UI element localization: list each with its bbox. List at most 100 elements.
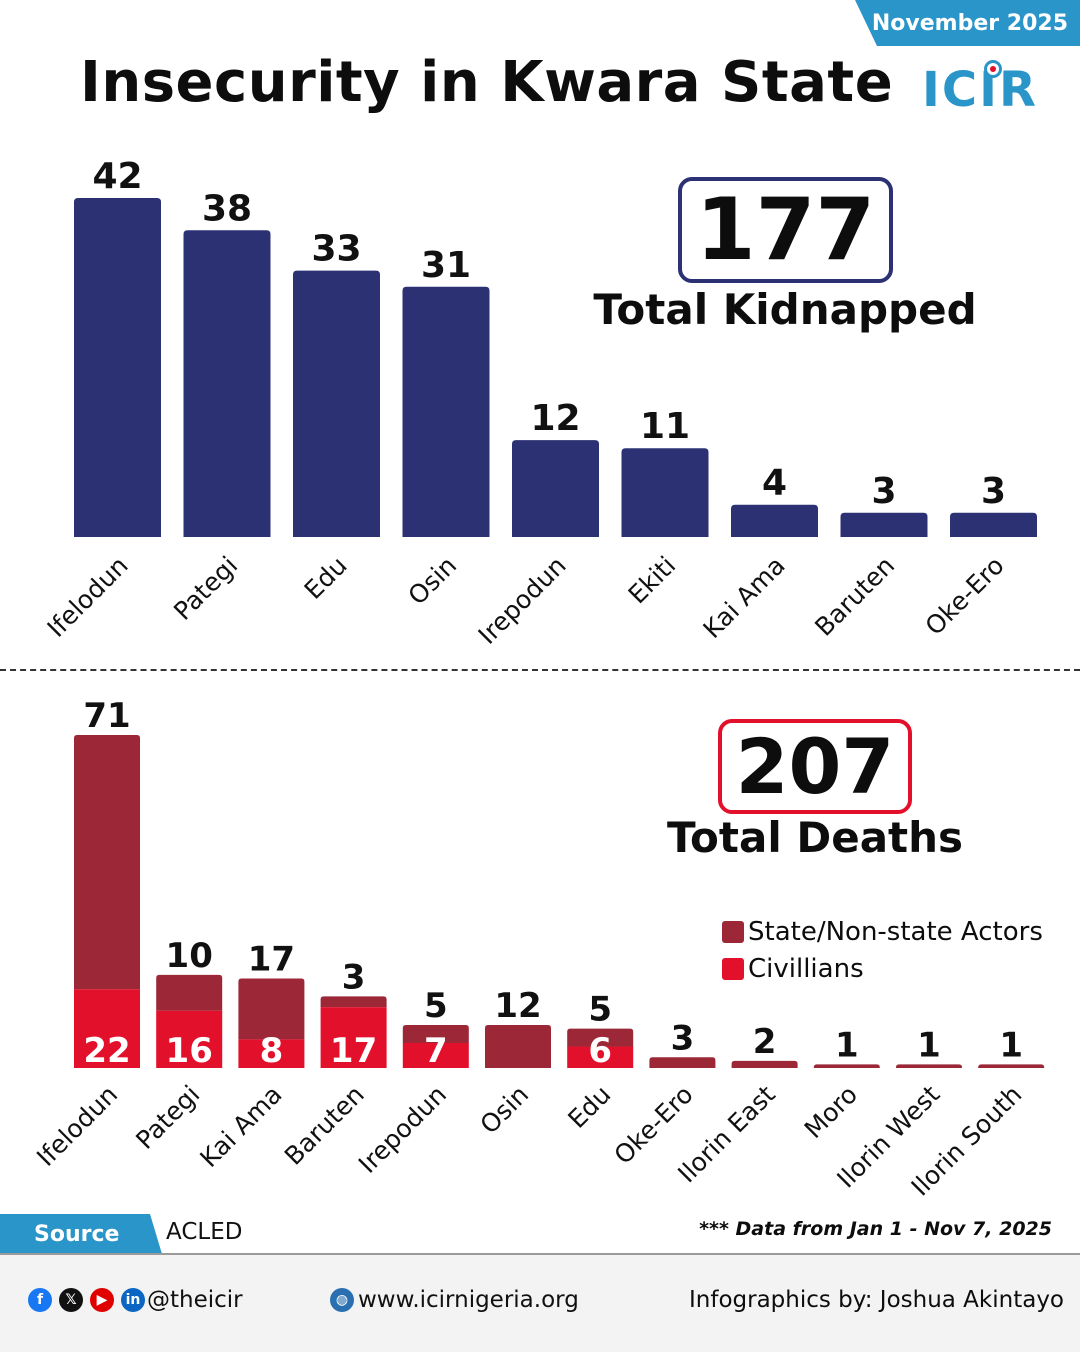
- source-tag: Source: [0, 1214, 162, 1254]
- kidnapped-total-box: 177: [678, 177, 893, 283]
- bar-osin: [402, 286, 490, 537]
- bar-civilians-irepodun: [402, 1042, 469, 1068]
- civilians-value-edu: 6: [588, 1031, 612, 1071]
- page-title: Insecurity in Kwara State: [80, 50, 894, 115]
- value-label-oke-ero: 3: [981, 471, 1006, 512]
- actors-value-ilorin-west: 1: [917, 1025, 941, 1065]
- bar-actors-osin: [485, 1025, 551, 1068]
- value-label-baruten: 3: [871, 471, 896, 512]
- kidnapped-total-label: Total Kidnapped: [593, 285, 977, 334]
- legend-item-state-actors: State/Non-state Actors: [722, 913, 1043, 950]
- bar-actors-ilorin-west: [896, 1064, 962, 1068]
- value-label-irepodun: 12: [530, 398, 580, 439]
- civilians-value-kai-ama: 8: [260, 1031, 284, 1071]
- icir-logo: ICIR: [922, 62, 1038, 118]
- footer-bar: [0, 1253, 1080, 1352]
- actors-value-oke-ero: 3: [671, 1018, 695, 1058]
- actors-value-moro: 1: [835, 1025, 859, 1065]
- category-label-baruten: Baruten: [809, 551, 900, 642]
- actors-value-ilorin-east: 2: [753, 1022, 777, 1062]
- bar-civilians-kai-ama: [238, 1039, 305, 1068]
- actors-value-baruten: 3: [342, 957, 366, 997]
- social-handle[interactable]: @theicir: [147, 1287, 243, 1313]
- facebook-icon[interactable]: f: [28, 1288, 52, 1312]
- category-label-irepodun: Irepodun: [473, 551, 572, 650]
- actors-value-irepodun: 5: [424, 986, 448, 1026]
- legend-swatch-red: [722, 957, 744, 980]
- actors-value-ifelodun: 71: [83, 696, 130, 736]
- bar-actors-moro: [813, 1064, 880, 1068]
- bar-actors-kai-ama: [238, 978, 305, 1040]
- category-label-ifelodun: Ifelodun: [31, 1080, 123, 1172]
- civilians-value-ifelodun: 22: [83, 1031, 130, 1071]
- linkedin-icon[interactable]: in: [121, 1288, 145, 1312]
- bar-baruten: [840, 512, 928, 537]
- section-divider: [0, 669, 1080, 671]
- legend-label-civilians: Civillians: [748, 953, 864, 984]
- x-icon[interactable]: 𝕏: [59, 1288, 83, 1312]
- bar-kai-ama: [731, 504, 818, 537]
- website-link[interactable]: ◍ www.icirnigeria.org: [330, 1287, 579, 1313]
- value-label-ekiti: 11: [640, 406, 690, 447]
- deaths-total-label: Total Deaths: [666, 813, 964, 862]
- value-label-edu: 33: [311, 229, 361, 270]
- value-label-pategi: 38: [202, 188, 252, 229]
- date-tag: November 2025: [855, 0, 1080, 46]
- category-label-pategi: Pategi: [168, 551, 243, 626]
- category-label-ifelodun: Ifelodun: [42, 551, 134, 643]
- deaths-total-box: 207: [718, 719, 912, 814]
- bar-actors-edu: [567, 1028, 634, 1047]
- category-label-kai-ama: Kai Ama: [697, 551, 790, 644]
- bar-civilians-pategi: [156, 1010, 223, 1068]
- bar-ifelodun: [74, 198, 161, 537]
- data-range-note: *** Data from Jan 1 - Nov 7, 2025: [699, 1218, 1052, 1240]
- bar-oke-ero: [950, 512, 1037, 537]
- deaths-legend: State/Non-state Actors Civillians: [722, 913, 1043, 987]
- bar-civilians-edu: [567, 1046, 634, 1068]
- youtube-icon[interactable]: ▶: [90, 1288, 114, 1312]
- bar-pategi: [183, 230, 271, 538]
- bar-actors-irepodun: [402, 1025, 469, 1043]
- value-label-kai-ama: 4: [762, 463, 787, 504]
- bar-actors-ilorin-east: [731, 1060, 798, 1068]
- kidnapped-chart: 42Ifelodun38Pategi33Edu31Osin12Irepodun1…: [42, 156, 1037, 650]
- category-label-ekiti: Ekiti: [623, 551, 682, 610]
- bar-edu: [293, 270, 380, 537]
- category-label-pategi: Pategi: [130, 1080, 205, 1155]
- actors-value-kai-ama: 17: [248, 940, 295, 980]
- bar-civilians-baruten: [320, 1007, 387, 1068]
- legend-label-state-actors: State/Non-state Actors: [748, 916, 1043, 947]
- category-label-edu: Edu: [299, 551, 353, 605]
- civilians-value-pategi: 16: [166, 1031, 213, 1071]
- bar-civilians-ifelodun: [74, 989, 140, 1068]
- infographic-credit: Infographics by: Joshua Akintayo: [689, 1287, 1064, 1313]
- category-label-osin: Osin: [402, 551, 462, 611]
- actors-value-osin: 12: [494, 986, 541, 1026]
- website-url[interactable]: www.icirnigeria.org: [358, 1287, 579, 1313]
- kidnapped-total-value: 177: [695, 180, 876, 280]
- social-links: f 𝕏 ▶ in @theicir: [28, 1287, 243, 1313]
- legend-swatch-maroon: [722, 920, 744, 943]
- actors-value-pategi: 10: [166, 936, 213, 976]
- category-label-edu: Edu: [562, 1080, 616, 1134]
- category-label-osin: Osin: [474, 1080, 534, 1140]
- bar-actors-baruten: [320, 996, 387, 1008]
- bar-irepodun: [512, 440, 599, 537]
- legend-item-civilians: Civillians: [722, 950, 1043, 987]
- bar-actors-ifelodun: [74, 735, 140, 990]
- value-label-ifelodun: 42: [92, 156, 142, 197]
- logo-globe-icon: [984, 60, 1002, 78]
- category-label-kai-ama: Kai Ama: [194, 1080, 287, 1173]
- globe-icon: ◍: [330, 1288, 354, 1312]
- source-value: ACLED: [166, 1219, 243, 1245]
- civilians-value-irepodun: 7: [424, 1031, 448, 1071]
- civilians-value-baruten: 17: [330, 1031, 377, 1071]
- bar-actors-ilorin-south: [978, 1064, 1045, 1068]
- category-label-moro: Moro: [799, 1080, 863, 1144]
- actors-value-ilorin-south: 1: [999, 1025, 1023, 1065]
- value-label-osin: 31: [421, 245, 471, 286]
- bar-ekiti: [621, 448, 709, 537]
- category-label-irepodun: Irepodun: [353, 1080, 452, 1179]
- actors-value-edu: 5: [588, 990, 612, 1030]
